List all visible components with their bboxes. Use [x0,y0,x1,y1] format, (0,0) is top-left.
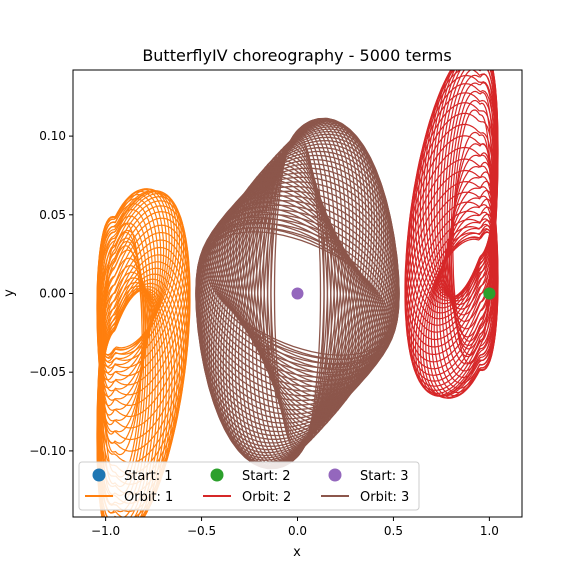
legend-label: Orbit: 2 [242,490,291,505]
orbit-2-loop [412,223,497,397]
orbit-1-loop [101,217,191,418]
legend-marker-icon [210,468,224,482]
orbit-1-loop [96,193,162,381]
start-marker-3 [291,287,304,300]
orbit-2-loop [439,189,499,384]
orbit-3-loop [197,204,398,383]
legend-marker-icon [92,468,106,482]
orbit-1-loop [96,190,165,374]
orbit-1-loop [97,190,178,356]
x-axis-label: x [293,545,301,560]
y-tick-label: −0.10 [29,444,66,458]
orbit-3-loop [235,170,360,417]
orbit-2-loop [446,82,496,338]
chart-title: ButterflyIV choreography - 5000 terms [142,46,451,65]
orbit-3-loop [201,222,394,365]
orbit-3-loop [209,216,386,371]
x-tick-label: 0.5 [384,524,403,538]
y-tick-label: −0.05 [29,365,66,379]
orbit-1-loop [96,203,156,398]
x-tick-label: −0.5 [187,524,216,538]
orbit-3-loop [238,166,357,421]
orbit-1-loop [100,229,147,435]
orbit-3-loop [202,226,393,361]
plot-area [96,70,499,517]
orbit-2-loop [430,213,499,397]
orbit-2-loop [450,142,494,350]
orbit-3-loop [226,183,369,404]
orbit-2-loop [406,191,495,382]
orbit-3-series [195,117,400,470]
orbit-1-loop [98,282,181,517]
y-tick-label: 0.10 [39,129,66,143]
orbit-3-loop [266,139,329,448]
orbit-2-loop [414,70,497,305]
orbit-2-loop [446,161,496,365]
legend-label: Orbit: 3 [360,490,409,505]
orbit-1-loop [97,208,154,407]
orbit-1-loop [96,287,168,517]
orbit-1-loop [100,205,189,396]
y-axis-label: y [2,289,17,297]
orbit-3-loop [263,142,332,445]
y-tick-label: 0.05 [39,208,66,222]
orbit-2-loop [427,70,499,300]
orbit-1-loop [98,190,183,364]
orbit-1-loop [100,211,190,407]
orbit-2-loop [404,169,494,370]
orbit-3-loop [214,206,381,381]
orbit-3-loop [197,209,398,378]
orbit-2-loop [452,131,492,342]
orbit-3-loop [200,218,395,369]
legend-label: Start: 3 [360,469,409,484]
orbit-3-loop [204,231,391,356]
orbit-1-loop [101,237,145,445]
x-tick-label: 1.0 [480,524,499,538]
legend-label: Start: 1 [124,469,173,484]
orbit-1-loop [99,195,187,377]
legend-marker-icon [328,468,342,482]
orbit-2-series [404,70,499,399]
orbit-1-loop [96,198,159,389]
x-tick-label: −1.0 [91,524,120,538]
legend-label: Orbit: 1 [124,490,173,505]
orbit-2-loop [433,206,499,394]
orbit-3-loop [207,221,388,366]
y-axis: −0.10 −0.05 0.00 0.05 0.10 [29,129,73,458]
x-axis: −1.0 −0.5 0.0 0.5 1.0 [91,517,499,538]
orbit-2-loop [405,180,495,376]
legend: Start: 1 Start: 2 Start: 3 Orbit: 1 Orbit: 2… [78,461,420,511]
orbit-2-loop [441,180,498,379]
orbit-1-loop [103,245,143,456]
orbit-2-loop [408,210,496,392]
orbit-2-loop [448,152,495,358]
orbit-3-loop [224,187,371,400]
orbit-3-loop [229,178,366,409]
orbit-3-loop [270,136,325,451]
orbit-2-loop [444,171,497,372]
orbit-2-loop [436,198,499,389]
start-marker-2 [483,287,496,300]
orbit-2-loop [407,201,495,387]
orbit-1-loop [100,200,188,386]
orbit-1-loop [99,222,149,426]
orbit-3-loop [195,185,400,402]
orbit-2-loop [417,231,498,397]
orbit-3-loop [198,213,397,374]
legend-label: Start: 2 [242,469,291,484]
x-tick-label: 0.0 [288,524,307,538]
orbit-1-loop [98,215,151,416]
orbit-3-loop [221,192,374,395]
y-tick-label: 0.00 [39,287,66,301]
